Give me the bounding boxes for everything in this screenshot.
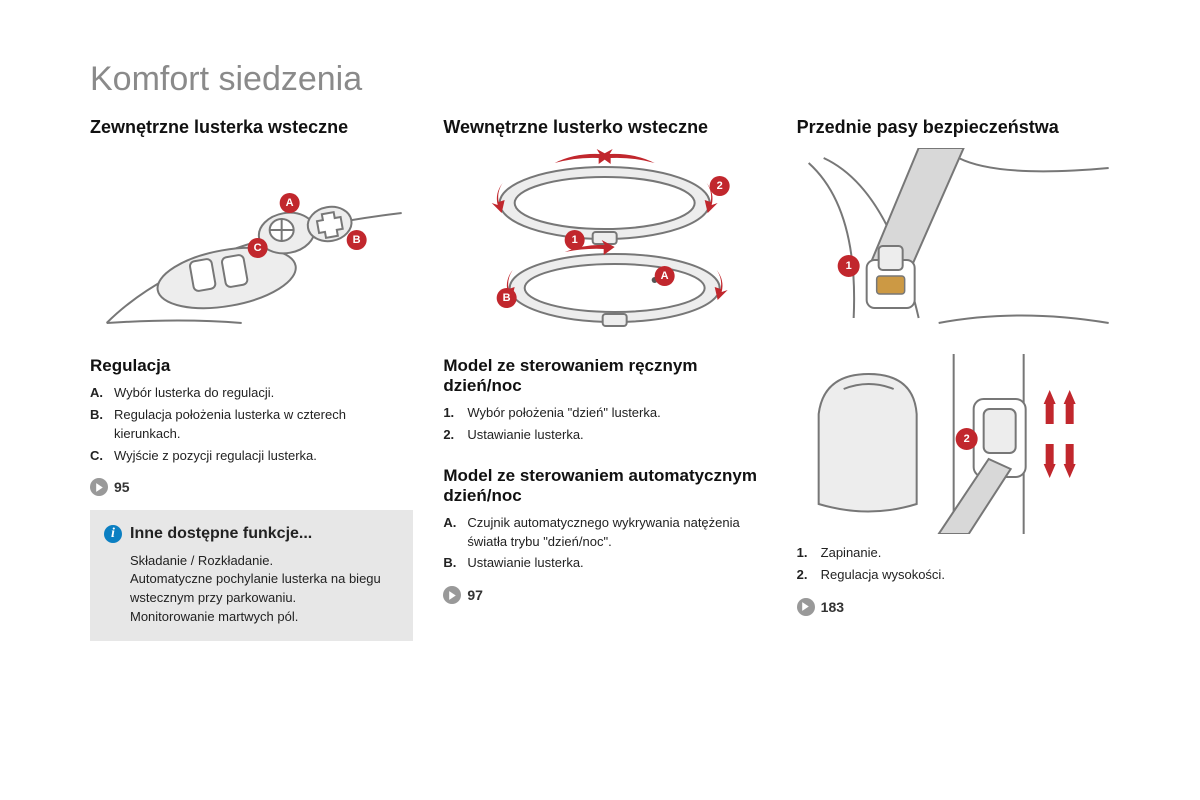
- svg-text:A: A: [661, 270, 669, 282]
- columns-container: Zewnętrzne lusterka wsteczne A B: [90, 117, 1120, 641]
- col2-heading: Wewnętrzne lusterko wsteczne: [443, 117, 766, 138]
- list-item: 2.Regulacja wysokości.: [797, 566, 1120, 585]
- info-body: Składanie / Rozkładanie. Automatyczne po…: [104, 552, 399, 627]
- page-title: Komfort siedzenia: [90, 60, 1120, 99]
- svg-text:A: A: [286, 197, 294, 209]
- col2-list2: A.Czujnik automatycznego wykrywania natę…: [443, 514, 766, 577]
- page-ref-number: 97: [467, 587, 483, 603]
- col1-list1: A.Wybór lusterka do regulacji. B.Regulac…: [90, 384, 413, 468]
- col3-page-ref: 183: [797, 598, 1120, 616]
- list-item: 1.Wybór położenia "dzień" lusterka.: [443, 404, 766, 423]
- list-item: A.Wybór lusterka do regulacji.: [90, 384, 413, 403]
- col1-sub1: Regulacja: [90, 356, 413, 376]
- page-ref-number: 95: [114, 479, 130, 495]
- list-item: C.Wyjście z pozycji regulacji lusterka.: [90, 447, 413, 466]
- col2-sub2: Model ze sterowaniem automatycznym dzień…: [443, 466, 766, 506]
- col2-sub1: Model ze sterowaniem ręcznym dzień/noc: [443, 356, 766, 396]
- svg-text:B: B: [353, 234, 361, 246]
- info-box: i Inne dostępne funkcje... Składanie / R…: [90, 510, 413, 641]
- col3-list: 1.Zapinanie. 2.Regulacja wysokości.: [797, 544, 1120, 588]
- svg-text:C: C: [254, 242, 262, 254]
- page-ref-icon: [443, 586, 461, 604]
- list-item: 1.Zapinanie.: [797, 544, 1120, 563]
- page-ref-icon: [90, 478, 108, 496]
- info-icon: i: [104, 525, 122, 543]
- col-interior-mirror: Wewnętrzne lusterko wsteczne 1 2: [443, 117, 766, 641]
- list-item: A.Czujnik automatycznego wykrywania natę…: [443, 514, 766, 552]
- col-exterior-mirrors: Zewnętrzne lusterka wsteczne A B: [90, 117, 413, 641]
- page-ref-icon: [797, 598, 815, 616]
- svg-text:B: B: [503, 292, 511, 304]
- info-line: Składanie / Rozkładanie.: [130, 552, 399, 571]
- col2-illustration: 1 2 A B: [443, 148, 766, 338]
- col1-illustration: A B C: [90, 148, 413, 338]
- col2-list1: 1.Wybór położenia "dzień" lusterka. 2.Us…: [443, 404, 766, 448]
- page-ref-number: 183: [821, 599, 844, 615]
- col3-illustration-height: 2: [797, 354, 1120, 534]
- info-line: Monitorowanie martwych pól.: [130, 608, 399, 627]
- svg-text:2: 2: [963, 433, 969, 445]
- svg-text:2: 2: [717, 180, 723, 192]
- info-title: Inne dostępne funkcje...: [130, 522, 312, 545]
- col-seat-belts: Przednie pasy bezpieczeństwa 1: [797, 117, 1120, 641]
- col3-illustration-buckle: 1: [797, 148, 1120, 338]
- list-item: B.Ustawianie lusterka.: [443, 554, 766, 573]
- list-item: 2.Ustawianie lusterka.: [443, 426, 766, 445]
- svg-text:1: 1: [572, 234, 578, 246]
- list-item: B.Regulacja położenia lusterka w czterec…: [90, 406, 413, 444]
- col1-heading: Zewnętrzne lusterka wsteczne: [90, 117, 413, 138]
- col2-page-ref: 97: [443, 586, 766, 604]
- info-line: Automatyczne pochylanie lusterka na bieg…: [130, 570, 399, 608]
- col3-heading: Przednie pasy bezpieczeństwa: [797, 117, 1120, 138]
- svg-text:1: 1: [845, 260, 851, 272]
- col1-page-ref: 95: [90, 478, 413, 496]
